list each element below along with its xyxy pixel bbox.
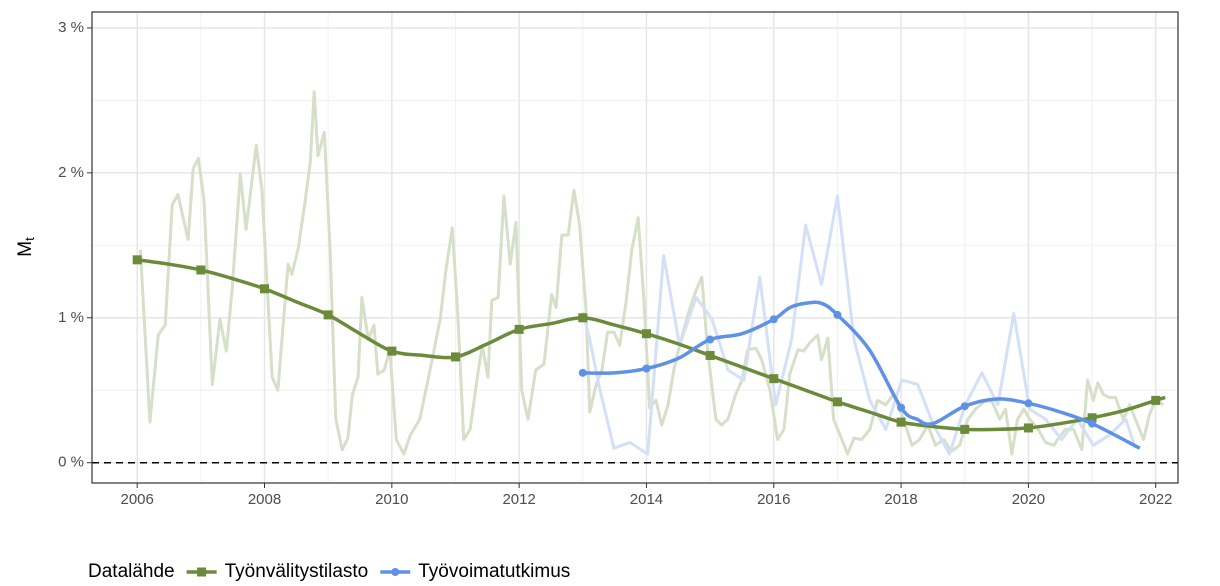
x-tick-label: 2016: [757, 491, 790, 508]
x-tick-label: 2008: [248, 491, 281, 508]
y-tick-label: 0 %: [58, 454, 84, 471]
marker: [1087, 413, 1097, 423]
x-tick-label: 2012: [502, 491, 535, 508]
marker: [706, 335, 715, 344]
marker: [450, 352, 460, 362]
marker: [705, 350, 715, 360]
plot-area: [92, 12, 1178, 483]
marker: [642, 364, 651, 373]
marker: [387, 346, 397, 356]
legend-label: Työvoimatutkimus: [418, 561, 570, 582]
marker: [1023, 423, 1033, 433]
x-tick-label: 2006: [121, 491, 154, 508]
series-line: [138, 90, 1165, 456]
marker: [769, 374, 779, 384]
marker: [260, 284, 270, 294]
marker: [1024, 399, 1033, 408]
marker: [323, 310, 333, 320]
marker: [578, 368, 587, 377]
y-axis-label: Mt: [15, 237, 37, 257]
marker: [514, 324, 524, 334]
marker: [1088, 419, 1097, 428]
x-tick-label: 2022: [1139, 491, 1172, 508]
marker: [578, 313, 588, 323]
x-tick-label: 2014: [630, 491, 663, 508]
series-line: [136, 258, 1166, 432]
y-label-sub: t: [22, 237, 37, 241]
marker: [897, 403, 906, 412]
x-tick-label: 2020: [1012, 491, 1045, 508]
legend-label: Työnvälitystilasto: [225, 561, 369, 582]
marker: [832, 397, 842, 407]
marker: [196, 265, 206, 275]
y-tick-label: 1 %: [58, 309, 84, 326]
marker: [833, 310, 842, 319]
series-line: [581, 194, 1137, 456]
panel: [92, 12, 1178, 483]
legend-marker: [197, 567, 207, 577]
marker: [1151, 395, 1161, 405]
y-tick-label: 3 %: [58, 19, 84, 36]
marker: [896, 417, 906, 427]
marker: [960, 402, 969, 411]
marker: [769, 315, 778, 324]
marker: [960, 424, 970, 434]
y-tick-label: 2 %: [58, 164, 84, 181]
legend-marker: [391, 568, 400, 576]
legend-title: Datalähde: [88, 561, 175, 582]
x-tick-label: 2018: [884, 491, 917, 508]
x-tick-label: 2010: [375, 491, 408, 508]
y-label-main: M: [15, 241, 36, 257]
marker: [132, 255, 142, 265]
marker: [641, 329, 651, 339]
panel-border: [91, 11, 1179, 484]
